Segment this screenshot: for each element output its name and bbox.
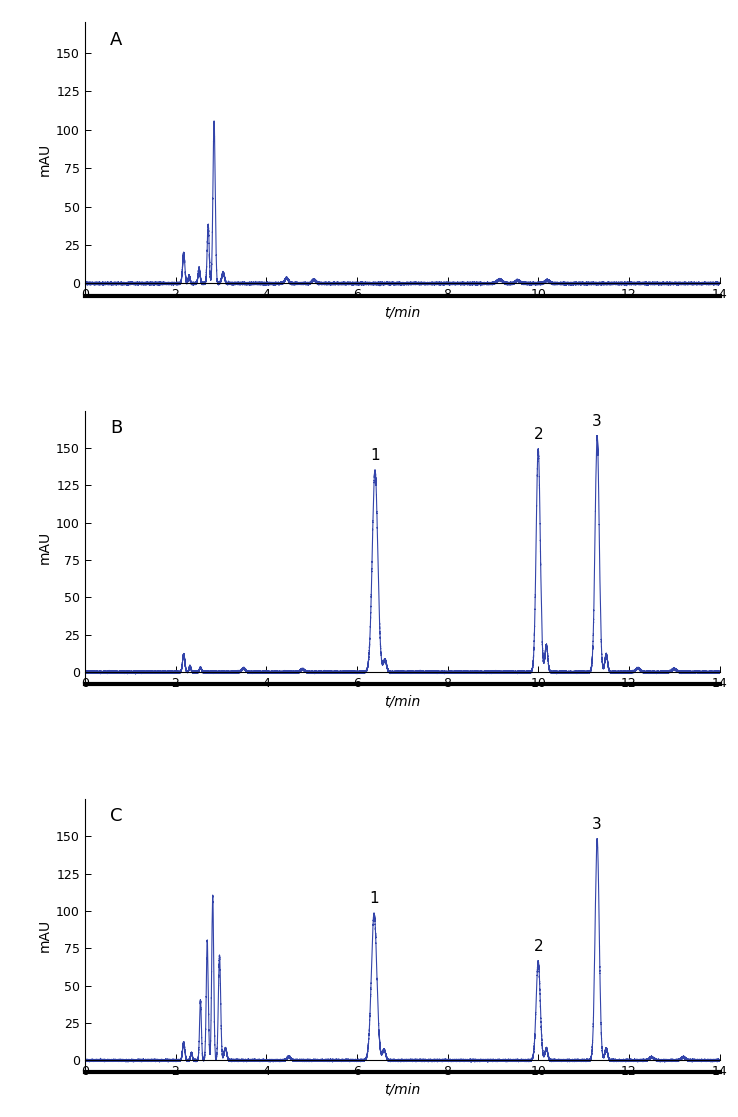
Y-axis label: mAU: mAU xyxy=(38,531,52,564)
X-axis label: t/min: t/min xyxy=(384,1082,421,1097)
Text: B: B xyxy=(110,419,123,437)
Y-axis label: mAU: mAU xyxy=(38,919,52,952)
Text: C: C xyxy=(110,808,123,825)
Y-axis label: mAU: mAU xyxy=(38,143,52,175)
X-axis label: t/min: t/min xyxy=(384,306,421,319)
X-axis label: t/min: t/min xyxy=(384,694,421,708)
Text: 2: 2 xyxy=(534,427,543,442)
Text: A: A xyxy=(110,30,123,48)
Text: 2: 2 xyxy=(534,939,543,954)
Text: 1: 1 xyxy=(369,891,379,907)
Text: 3: 3 xyxy=(593,817,602,832)
Text: 1: 1 xyxy=(370,448,380,462)
Text: 3: 3 xyxy=(593,413,602,429)
